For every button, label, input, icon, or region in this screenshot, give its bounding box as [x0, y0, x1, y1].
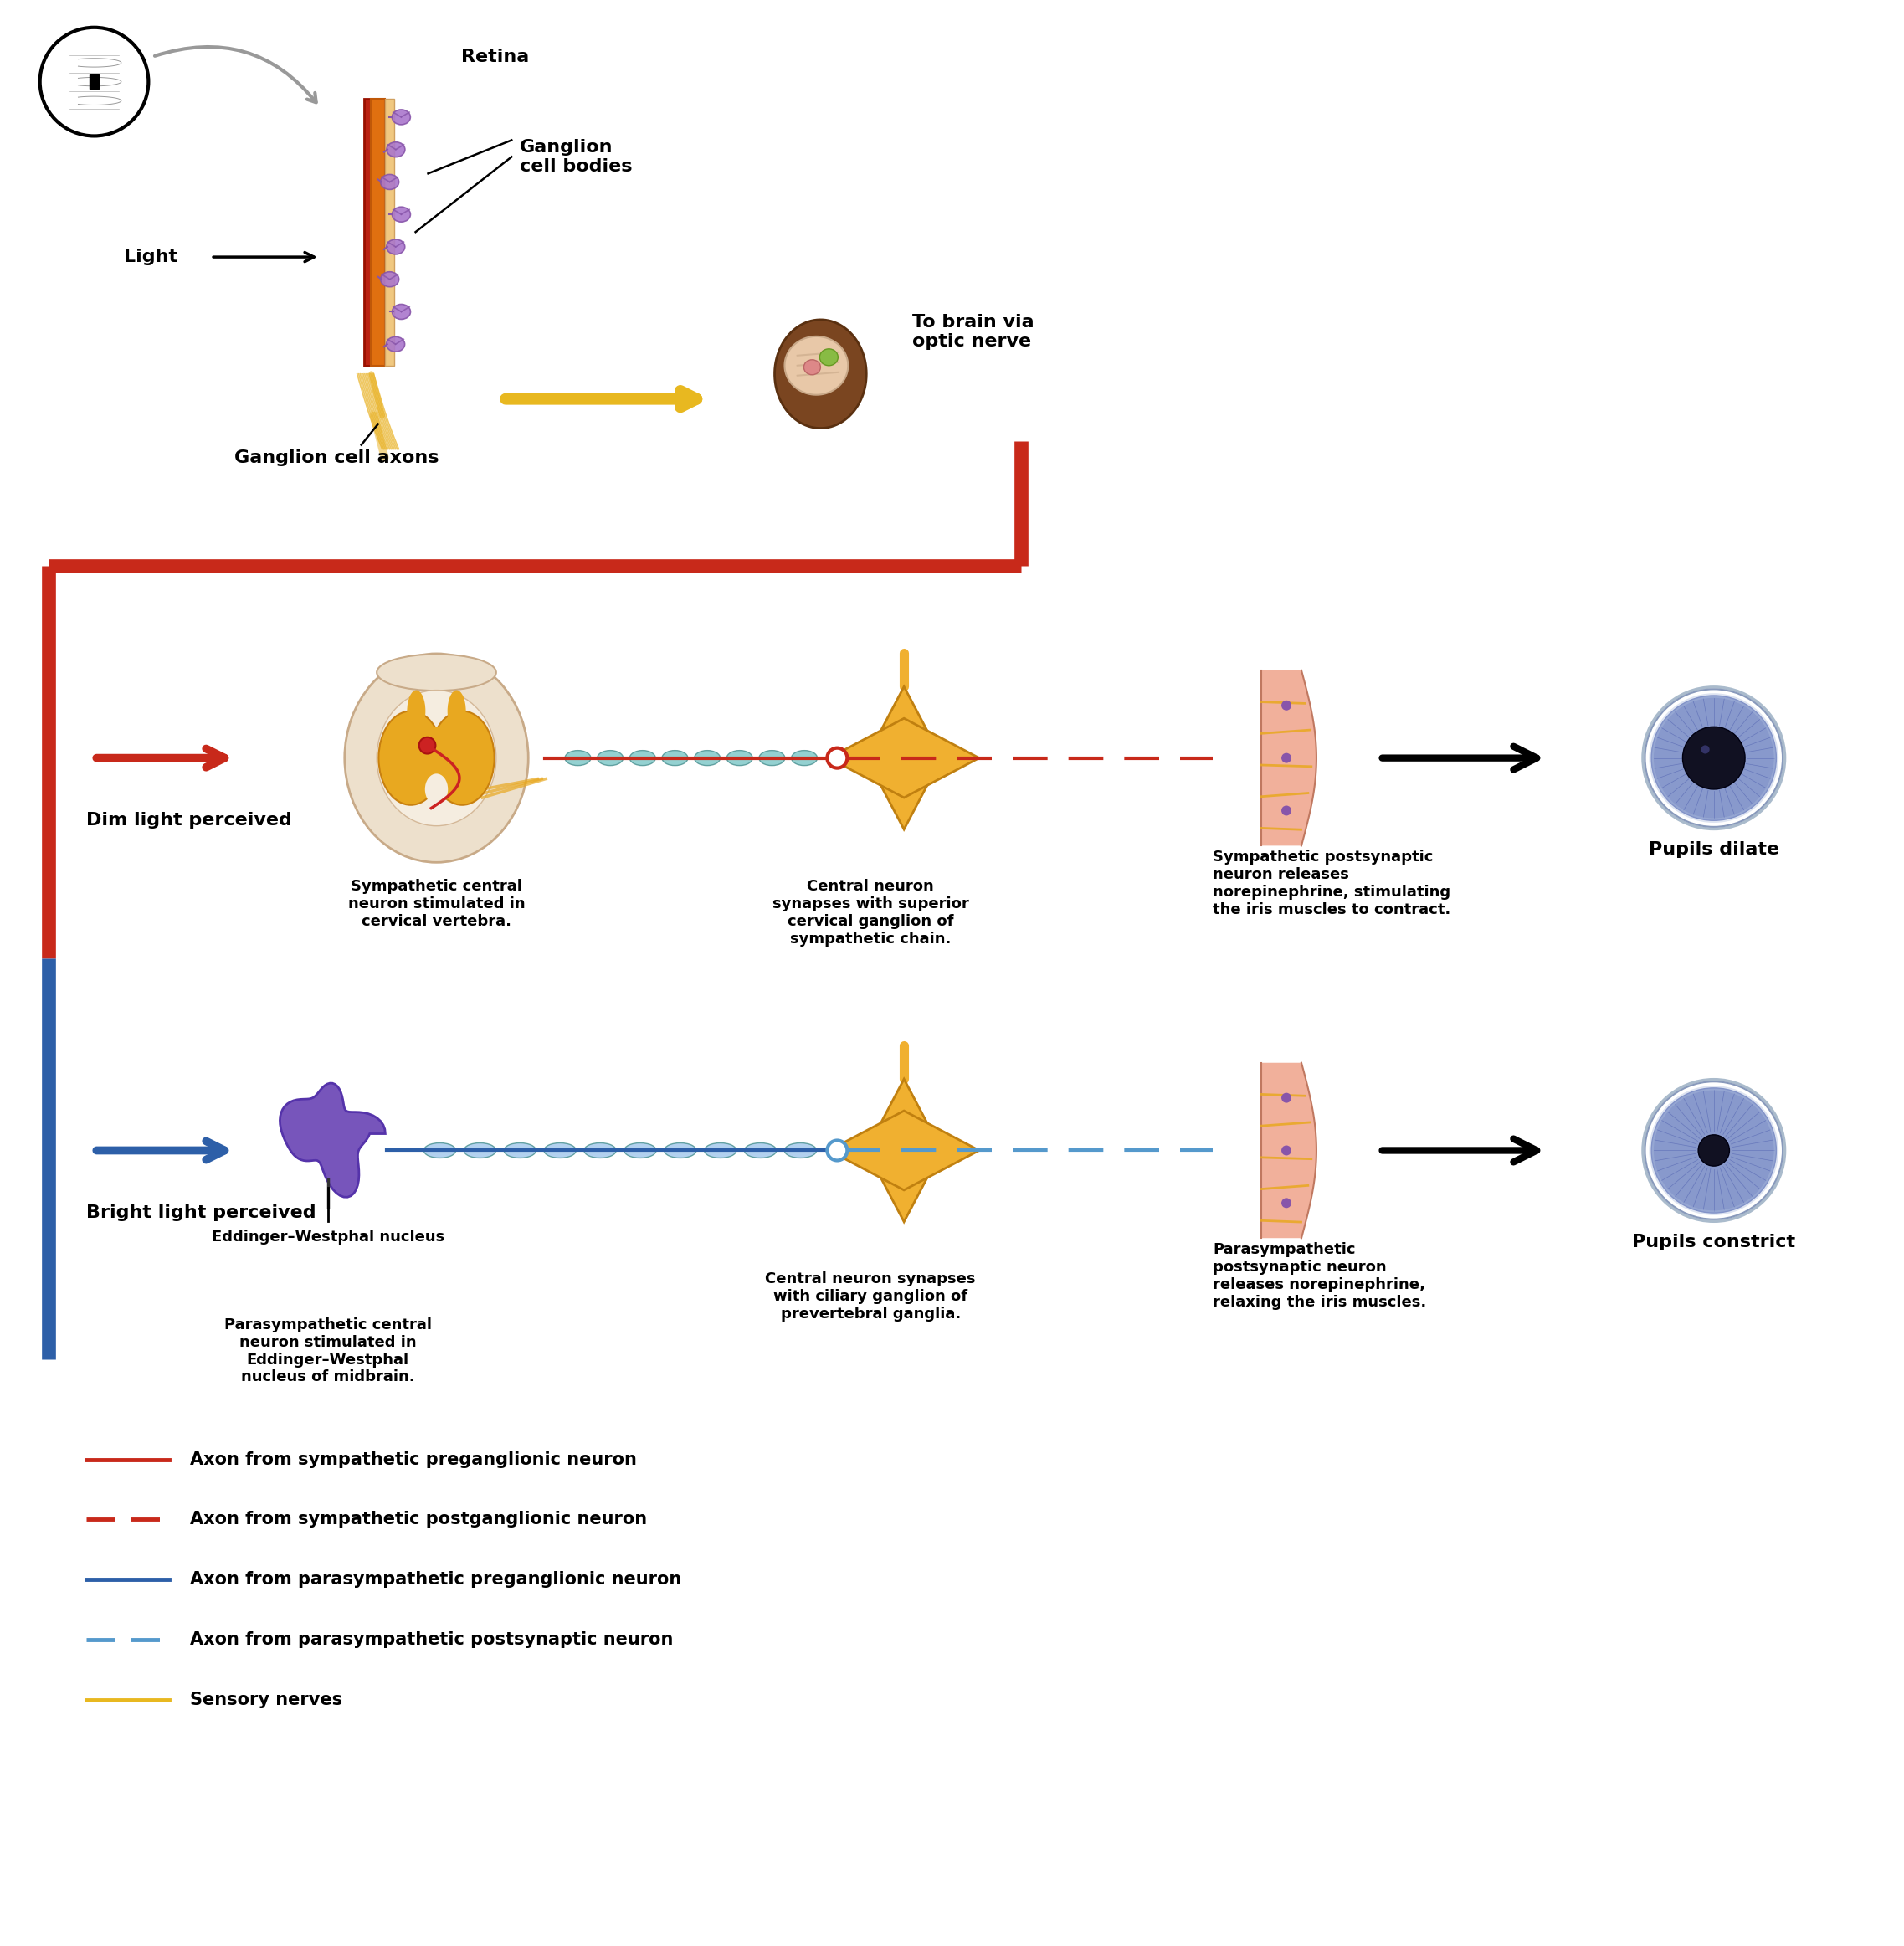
Text: Central neuron synapses
with ciliary ganglion of
prevertebral ganglia.: Central neuron synapses with ciliary gan…: [765, 1271, 977, 1321]
Ellipse shape: [387, 142, 406, 158]
Bar: [89, 74, 99, 90]
Circle shape: [1643, 1080, 1784, 1222]
Text: Axon from sympathetic postganglionic neuron: Axon from sympathetic postganglionic neu…: [190, 1512, 647, 1528]
Polygon shape: [828, 1111, 979, 1191]
Ellipse shape: [425, 1142, 455, 1158]
Ellipse shape: [760, 751, 784, 765]
Text: Axon from parasympathetic postsynaptic neuron: Axon from parasympathetic postsynaptic n…: [190, 1631, 674, 1648]
Ellipse shape: [819, 348, 838, 366]
Text: Light: Light: [124, 249, 177, 265]
Ellipse shape: [379, 710, 444, 806]
Ellipse shape: [727, 751, 752, 765]
Ellipse shape: [505, 1142, 537, 1158]
Ellipse shape: [381, 175, 398, 189]
Ellipse shape: [663, 751, 687, 765]
Ellipse shape: [695, 751, 720, 765]
Ellipse shape: [423, 726, 449, 790]
Circle shape: [1281, 806, 1291, 815]
Ellipse shape: [425, 775, 447, 806]
Ellipse shape: [430, 710, 495, 806]
Polygon shape: [866, 1078, 942, 1222]
Ellipse shape: [407, 691, 425, 732]
Text: To brain via
optic nerve: To brain via optic nerve: [912, 313, 1034, 350]
Ellipse shape: [392, 304, 411, 319]
Ellipse shape: [585, 1142, 617, 1158]
Circle shape: [1698, 1135, 1729, 1166]
Ellipse shape: [381, 272, 400, 286]
Ellipse shape: [447, 691, 466, 732]
Circle shape: [419, 738, 436, 753]
Text: Axon from parasympathetic preganglionic neuron: Axon from parasympathetic preganglionic …: [190, 1570, 682, 1588]
Ellipse shape: [387, 337, 406, 352]
Text: Sympathetic central
neuron stimulated in
cervical vertebra.: Sympathetic central neuron stimulated in…: [348, 880, 526, 928]
Circle shape: [1651, 1088, 1776, 1212]
Text: Eddinger–Westphal nucleus: Eddinger–Westphal nucleus: [211, 1230, 444, 1245]
Circle shape: [1281, 1094, 1291, 1103]
Ellipse shape: [625, 1142, 657, 1158]
Circle shape: [826, 1140, 847, 1160]
Text: Pupils dilate: Pupils dilate: [1649, 841, 1778, 858]
Ellipse shape: [377, 654, 497, 691]
Ellipse shape: [803, 360, 821, 376]
Text: Parasympathetic central
neuron stimulated in
Eddinger–Westphal
nucleus of midbra: Parasympathetic central neuron stimulate…: [225, 1317, 432, 1386]
Polygon shape: [371, 99, 385, 366]
Text: Parasympathetic
postsynaptic neuron
releases norepinephrine,
relaxing the iris m: Parasympathetic postsynaptic neuron rele…: [1213, 1242, 1426, 1310]
Text: Axon from sympathetic preganglionic neuron: Axon from sympathetic preganglionic neur…: [190, 1452, 638, 1467]
Ellipse shape: [792, 751, 817, 765]
Ellipse shape: [392, 109, 411, 125]
Polygon shape: [828, 718, 979, 798]
Polygon shape: [364, 99, 371, 366]
Text: Retina: Retina: [461, 49, 529, 64]
Ellipse shape: [345, 654, 527, 862]
Polygon shape: [385, 99, 394, 366]
Ellipse shape: [784, 1142, 817, 1158]
Circle shape: [40, 27, 149, 136]
Circle shape: [1683, 726, 1746, 790]
Circle shape: [1281, 701, 1291, 710]
Ellipse shape: [387, 239, 406, 255]
Circle shape: [1643, 687, 1784, 829]
Polygon shape: [866, 687, 942, 829]
Text: Dim light perceived: Dim light perceived: [86, 811, 291, 829]
Ellipse shape: [664, 1142, 697, 1158]
Circle shape: [1281, 1199, 1291, 1208]
FancyArrowPatch shape: [154, 47, 316, 103]
Polygon shape: [784, 337, 847, 395]
Circle shape: [826, 747, 847, 769]
Text: Central neuron
synapses with superior
cervical ganglion of
sympathetic chain.: Central neuron synapses with superior ce…: [773, 880, 969, 946]
Ellipse shape: [565, 751, 590, 765]
Polygon shape: [280, 1084, 385, 1197]
Text: Sensory nerves: Sensory nerves: [190, 1691, 343, 1709]
Circle shape: [1700, 745, 1710, 753]
Text: Pupils constrict: Pupils constrict: [1632, 1234, 1795, 1251]
Circle shape: [1651, 695, 1776, 821]
Circle shape: [1281, 1146, 1291, 1156]
Ellipse shape: [704, 1142, 737, 1158]
Ellipse shape: [377, 691, 497, 825]
Ellipse shape: [465, 1142, 495, 1158]
Ellipse shape: [744, 1142, 777, 1158]
Text: Ganglion
cell bodies: Ganglion cell bodies: [520, 138, 632, 175]
Circle shape: [1281, 753, 1291, 763]
Text: Bright light perceived: Bright light perceived: [86, 1205, 316, 1222]
Text: Sympathetic postsynaptic
neuron releases
norepinephrine, stimulating
the iris mu: Sympathetic postsynaptic neuron releases…: [1213, 850, 1451, 917]
Text: Ganglion cell axons: Ganglion cell axons: [234, 450, 438, 465]
Ellipse shape: [392, 206, 411, 222]
Ellipse shape: [598, 751, 623, 765]
Ellipse shape: [630, 751, 655, 765]
Ellipse shape: [545, 1142, 577, 1158]
Polygon shape: [775, 319, 866, 428]
